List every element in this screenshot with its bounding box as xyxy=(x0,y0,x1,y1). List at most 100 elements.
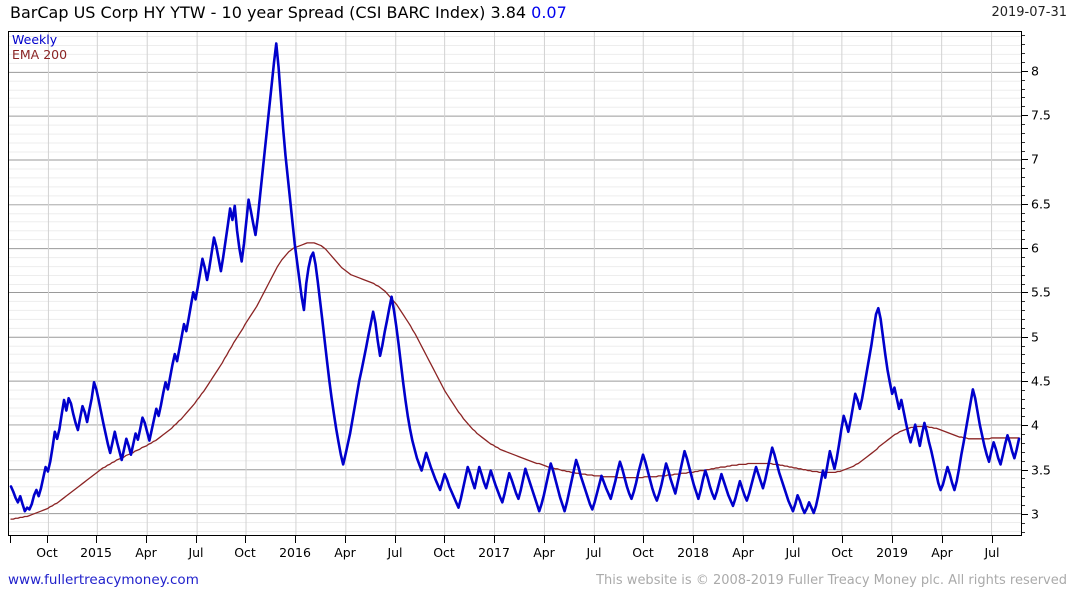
site-url[interactable]: www.fullertreacymoney.com xyxy=(8,572,199,588)
y-axis-tick xyxy=(1022,398,1025,400)
x-axis-label: Apr xyxy=(732,545,754,560)
y-axis-tick xyxy=(1022,79,1025,81)
y-axis: 3 3.5 4 4.5 5 5.5 6 6.5 7 7.5 8 xyxy=(1022,31,1075,536)
x-axis-tick xyxy=(444,536,445,543)
chart-canvas xyxy=(9,32,1021,535)
y-axis-tick xyxy=(1022,318,1025,320)
x-axis-tick xyxy=(196,536,197,543)
x-axis-tick xyxy=(693,536,694,543)
x-axis-label: Apr xyxy=(533,545,555,560)
x-axis-label: Oct xyxy=(433,545,455,560)
y-axis-tick xyxy=(1022,496,1025,498)
y-axis-label: 3.5 xyxy=(1031,462,1051,478)
y-axis-tick xyxy=(1022,150,1025,152)
x-axis-tick xyxy=(643,536,644,543)
page-title: BarCap US Corp HY YTW - 10 year Spread (… xyxy=(10,3,567,22)
y-axis-tick xyxy=(1022,522,1025,524)
x-axis-label: Oct xyxy=(831,545,853,560)
y-axis-tick xyxy=(1022,310,1025,312)
x-axis-tick xyxy=(295,536,296,543)
x-axis-tick xyxy=(47,536,48,543)
y-axis-tick xyxy=(1022,212,1025,214)
x-axis: Oct 2015 Apr Jul Oct 2016 Apr Jul Oct 2017 Apr Jul O… xyxy=(8,536,1022,566)
y-axis-label: 3 xyxy=(1031,506,1039,522)
x-axis-label: 2016 xyxy=(279,545,311,560)
y-axis-tick xyxy=(1022,124,1025,126)
x-axis-tick xyxy=(494,536,495,543)
x-axis-label: Apr xyxy=(931,545,953,560)
x-axis-label: Jul xyxy=(586,545,602,560)
y-axis-tick xyxy=(1022,265,1025,267)
y-axis-label: 4 xyxy=(1031,417,1039,433)
copyright-notice: This website is © 2008-2019 Fuller Treac… xyxy=(596,573,1067,588)
x-axis-tick xyxy=(245,536,246,543)
y-axis-tick xyxy=(1022,62,1025,63)
y-axis-label: 7 xyxy=(1031,151,1039,167)
y-axis-tick xyxy=(1022,363,1025,365)
y-axis-tick xyxy=(1022,416,1025,418)
x-axis-label: Oct xyxy=(36,545,58,560)
x-axis-tick xyxy=(594,536,595,543)
y-axis-tick xyxy=(1022,389,1025,391)
y-axis-tick xyxy=(1022,372,1025,374)
y-axis-tick xyxy=(1022,504,1025,506)
y-axis-tick xyxy=(1022,442,1025,444)
y-axis-label: 6.5 xyxy=(1031,196,1051,212)
x-axis-tick xyxy=(146,536,147,543)
legend-item-ema200: EMA 200 xyxy=(12,46,68,62)
y-axis-tick xyxy=(1022,248,1028,250)
y-axis-tick xyxy=(1022,106,1025,108)
y-axis-tick xyxy=(1022,221,1025,223)
chart-plot-area xyxy=(8,31,1022,536)
as-of-date: 2019-07-31 xyxy=(991,5,1067,20)
x-axis-tick xyxy=(842,536,843,543)
y-axis-tick xyxy=(1022,141,1025,143)
y-axis-tick xyxy=(1022,478,1025,480)
x-axis-tick xyxy=(345,536,346,543)
y-axis-tick xyxy=(1022,256,1025,258)
x-axis-label: 2019 xyxy=(876,545,908,560)
y-axis-tick xyxy=(1022,70,1028,72)
y-axis-tick xyxy=(1022,407,1025,409)
chart-footer: www.fullertreacymoney.com This website i… xyxy=(0,572,1075,596)
y-axis-tick xyxy=(1022,44,1025,46)
y-axis-tick xyxy=(1022,274,1025,276)
y-axis-tick xyxy=(1022,345,1025,347)
y-axis-tick xyxy=(1022,35,1025,37)
y-axis-tick xyxy=(1022,354,1025,356)
x-axis-tick xyxy=(10,536,11,543)
y-axis-tick xyxy=(1022,203,1028,205)
y-axis-tick xyxy=(1022,487,1025,489)
y-axis-tick xyxy=(1022,469,1028,471)
y-axis-tick xyxy=(1022,88,1025,90)
x-axis-tick xyxy=(544,536,545,543)
y-axis-tick xyxy=(1022,434,1025,436)
x-axis-tick xyxy=(942,536,943,543)
y-axis-tick xyxy=(1022,53,1025,55)
y-axis-tick xyxy=(1022,168,1025,170)
y-axis-tick xyxy=(1022,132,1025,134)
y-axis-tick xyxy=(1022,283,1025,285)
change-value: 0.07 xyxy=(531,3,567,22)
x-axis-label: Jul xyxy=(984,545,1000,560)
x-axis-label: Apr xyxy=(135,545,157,560)
x-axis-label: Jul xyxy=(188,545,204,560)
y-axis-label: 6 xyxy=(1031,240,1039,256)
y-axis-tick xyxy=(1022,194,1025,196)
x-axis-label: Apr xyxy=(334,545,356,560)
y-axis-label: 5.5 xyxy=(1031,284,1051,300)
y-axis-tick xyxy=(1022,239,1025,241)
y-axis-tick xyxy=(1022,513,1028,515)
chart-header: BarCap US Corp HY YTW - 10 year Spread (… xyxy=(0,0,1075,28)
x-axis-label: 2015 xyxy=(80,545,112,560)
y-axis-tick xyxy=(1022,327,1025,329)
y-axis-tick xyxy=(1022,451,1025,453)
x-axis-label: 2017 xyxy=(478,545,510,560)
y-axis-tick xyxy=(1022,230,1025,232)
y-axis-tick xyxy=(1022,159,1028,161)
x-axis-label: Jul xyxy=(387,545,403,560)
y-axis-tick xyxy=(1022,380,1028,382)
y-axis-tick xyxy=(1022,301,1025,303)
x-axis-tick xyxy=(892,536,893,543)
